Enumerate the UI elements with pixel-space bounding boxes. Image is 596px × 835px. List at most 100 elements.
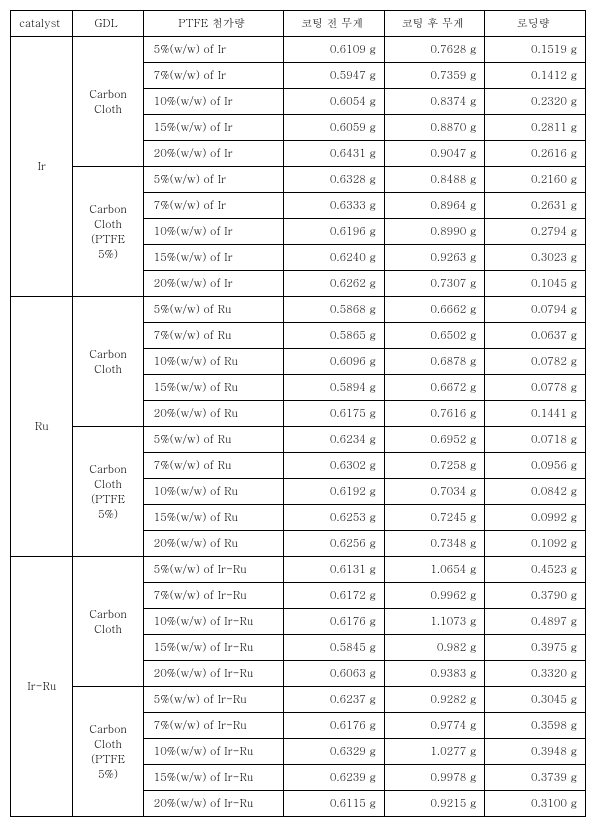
header-load: 로딩량 xyxy=(485,11,586,37)
load-cell: 0.3975 g xyxy=(485,635,586,661)
gdl-cell: CarbonCloth xyxy=(73,557,143,687)
before-cell: 0.6256 g xyxy=(284,531,385,557)
load-cell: 0.0718 g xyxy=(485,427,586,453)
before-cell: 0.6109 g xyxy=(284,37,385,63)
before-cell: 0.6240 g xyxy=(284,245,385,271)
load-cell: 0.1441 g xyxy=(485,401,586,427)
after-cell: 0.6502 g xyxy=(384,323,485,349)
ptfe-cell: 15%(w/w) of Ir-Ru xyxy=(143,635,284,661)
ptfe-cell: 20%(w/w) of Ru xyxy=(143,401,284,427)
ptfe-cell: 5%(w/w) of Ir xyxy=(143,37,284,63)
after-cell: 0.6672 g xyxy=(384,375,485,401)
before-cell: 0.6262 g xyxy=(284,271,385,297)
table-row: IrCarbonCloth5%(w/w) of Ir0.6109 g0.7628… xyxy=(11,37,586,63)
after-cell: 0.982 g xyxy=(384,635,485,661)
before-cell: 0.6302 g xyxy=(284,453,385,479)
table-row: RuCarbonCloth5%(w/w) of Ru0.5868 g0.6662… xyxy=(11,297,586,323)
after-cell: 0.8870 g xyxy=(384,115,485,141)
after-cell: 0.6878 g xyxy=(384,349,485,375)
before-cell: 0.6196 g xyxy=(284,219,385,245)
after-cell: 0.9962 g xyxy=(384,583,485,609)
after-cell: 0.9978 g xyxy=(384,765,485,791)
before-cell: 0.6054 g xyxy=(284,89,385,115)
load-cell: 0.2616 g xyxy=(485,141,586,167)
ptfe-cell: 10%(w/w) of Ir-Ru xyxy=(143,609,284,635)
before-cell: 0.6253 g xyxy=(284,505,385,531)
ptfe-cell: 7%(w/w) of Ru xyxy=(143,453,284,479)
load-cell: 0.1412 g xyxy=(485,63,586,89)
load-cell: 0.3320 g xyxy=(485,661,586,687)
ptfe-cell: 20%(w/w) of Ir xyxy=(143,271,284,297)
table-row: Ir-RuCarbonCloth5%(w/w) of Ir-Ru0.6131 g… xyxy=(11,557,586,583)
load-cell: 0.4523 g xyxy=(485,557,586,583)
after-cell: 0.7258 g xyxy=(384,453,485,479)
ptfe-cell: 7%(w/w) of Ru xyxy=(143,323,284,349)
ptfe-cell: 10%(w/w) of Ru xyxy=(143,479,284,505)
catalyst-cell: Ru xyxy=(11,297,73,557)
load-cell: 0.1045 g xyxy=(485,271,586,297)
after-cell: 0.6952 g xyxy=(384,427,485,453)
before-cell: 0.5894 g xyxy=(284,375,385,401)
header-ptfe: PTFE 첨가량 xyxy=(143,11,284,37)
ptfe-cell: 10%(w/w) of Ir xyxy=(143,219,284,245)
ptfe-cell: 7%(w/w) of Ir-Ru xyxy=(143,583,284,609)
after-cell: 0.7628 g xyxy=(384,37,485,63)
after-cell: 0.8990 g xyxy=(384,219,485,245)
after-cell: 1.0654 g xyxy=(384,557,485,583)
table-body: IrCarbonCloth5%(w/w) of Ir0.6109 g0.7628… xyxy=(11,37,586,817)
ptfe-cell: 15%(w/w) of Ru xyxy=(143,505,284,531)
load-cell: 0.0992 g xyxy=(485,505,586,531)
before-cell: 0.6175 g xyxy=(284,401,385,427)
gdl-cell: CarbonCloth(PTFE5%) xyxy=(73,167,143,297)
after-cell: 0.7245 g xyxy=(384,505,485,531)
before-cell: 0.6131 g xyxy=(284,557,385,583)
header-row: catalyst GDL PTFE 첨가량 코팅 전 무게 코팅 후 무게 로딩… xyxy=(11,11,586,37)
before-cell: 0.6237 g xyxy=(284,687,385,713)
load-cell: 0.2320 g xyxy=(485,89,586,115)
catalyst-cell: Ir-Ru xyxy=(11,557,73,817)
ptfe-cell: 5%(w/w) of Ru xyxy=(143,297,284,323)
before-cell: 0.6172 g xyxy=(284,583,385,609)
load-cell: 0.3045 g xyxy=(485,687,586,713)
header-before: 코팅 전 무게 xyxy=(284,11,385,37)
ptfe-cell: 20%(w/w) of Ru xyxy=(143,531,284,557)
load-cell: 0.2794 g xyxy=(485,219,586,245)
load-cell: 0.0842 g xyxy=(485,479,586,505)
catalyst-cell: Ir xyxy=(11,37,73,297)
after-cell: 0.9383 g xyxy=(384,661,485,687)
before-cell: 0.6059 g xyxy=(284,115,385,141)
ptfe-cell: 10%(w/w) of Ir-Ru xyxy=(143,739,284,765)
header-gdl: GDL xyxy=(73,11,143,37)
before-cell: 0.5947 g xyxy=(284,63,385,89)
after-cell: 0.7359 g xyxy=(384,63,485,89)
before-cell: 0.5865 g xyxy=(284,323,385,349)
load-cell: 0.0778 g xyxy=(485,375,586,401)
after-cell: 0.8374 g xyxy=(384,89,485,115)
ptfe-cell: 5%(w/w) of Ir xyxy=(143,167,284,193)
load-cell: 0.3948 g xyxy=(485,739,586,765)
ptfe-cell: 15%(w/w) of Ir xyxy=(143,245,284,271)
after-cell: 0.9774 g xyxy=(384,713,485,739)
after-cell: 0.7034 g xyxy=(384,479,485,505)
ptfe-cell: 10%(w/w) of Ru xyxy=(143,349,284,375)
load-cell: 0.3100 g xyxy=(485,791,586,817)
after-cell: 0.7307 g xyxy=(384,271,485,297)
ptfe-cell: 5%(w/w) of Ir-Ru xyxy=(143,557,284,583)
load-cell: 0.3598 g xyxy=(485,713,586,739)
after-cell: 0.9263 g xyxy=(384,245,485,271)
after-cell: 0.9047 g xyxy=(384,141,485,167)
after-cell: 0.7348 g xyxy=(384,531,485,557)
load-cell: 0.2160 g xyxy=(485,167,586,193)
load-cell: 0.3790 g xyxy=(485,583,586,609)
ptfe-cell: 7%(w/w) of Ir xyxy=(143,193,284,219)
after-cell: 0.8488 g xyxy=(384,167,485,193)
ptfe-cell: 15%(w/w) of Ir-Ru xyxy=(143,765,284,791)
gdl-cell: CarbonCloth xyxy=(73,37,143,167)
before-cell: 0.6239 g xyxy=(284,765,385,791)
load-cell: 0.0794 g xyxy=(485,297,586,323)
after-cell: 1.0277 g xyxy=(384,739,485,765)
table-head: catalyst GDL PTFE 첨가량 코팅 전 무게 코팅 후 무게 로딩… xyxy=(11,11,586,37)
load-cell: 0.1092 g xyxy=(485,531,586,557)
ptfe-cell: 7%(w/w) of Ir xyxy=(143,63,284,89)
load-cell: 0.2811 g xyxy=(485,115,586,141)
